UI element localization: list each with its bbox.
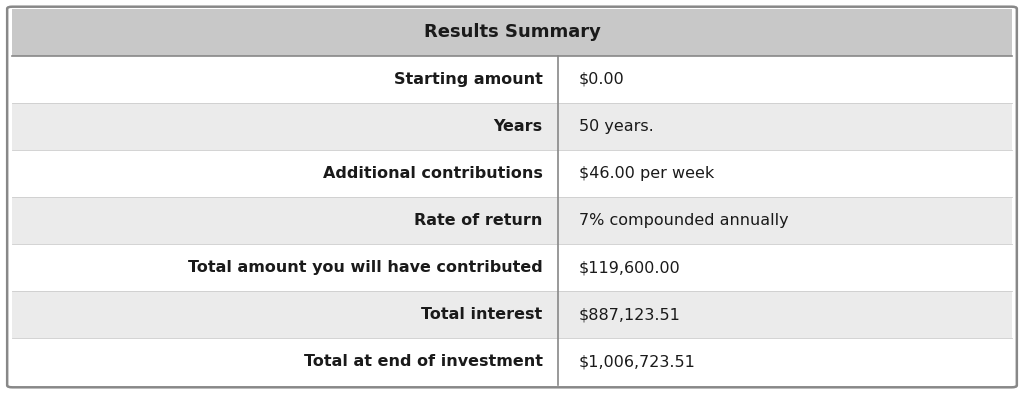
Text: Total interest: Total interest <box>422 307 543 322</box>
Text: Total amount you will have contributed: Total amount you will have contributed <box>188 260 543 275</box>
Bar <box>12 244 1012 291</box>
Text: Years: Years <box>494 119 543 134</box>
Bar <box>12 291 1012 338</box>
Text: 50 years.: 50 years. <box>579 119 653 134</box>
Text: 7% compounded annually: 7% compounded annually <box>579 213 788 228</box>
Text: $887,123.51: $887,123.51 <box>579 307 680 322</box>
Text: $46.00 per week: $46.00 per week <box>579 166 714 181</box>
Text: $0.00: $0.00 <box>579 72 625 87</box>
Text: Additional contributions: Additional contributions <box>323 166 543 181</box>
Text: Rate of return: Rate of return <box>415 213 543 228</box>
Bar <box>12 150 1012 197</box>
Text: $119,600.00: $119,600.00 <box>579 260 680 275</box>
Bar <box>12 197 1012 244</box>
Text: Total at end of investment: Total at end of investment <box>304 354 543 369</box>
Text: Starting amount: Starting amount <box>394 72 543 87</box>
Bar <box>12 338 1012 385</box>
Bar <box>12 9 1012 56</box>
Text: $1,006,723.51: $1,006,723.51 <box>579 354 695 369</box>
Bar <box>12 56 1012 103</box>
Bar <box>12 103 1012 150</box>
Text: Results Summary: Results Summary <box>424 23 600 41</box>
